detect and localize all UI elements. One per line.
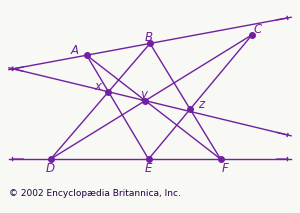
Text: C: C [253, 23, 262, 36]
Text: B: B [145, 31, 153, 44]
Text: © 2002 Encyclopædia Britannica, Inc.: © 2002 Encyclopædia Britannica, Inc. [9, 189, 181, 198]
Text: D: D [46, 162, 55, 175]
Text: x: x [94, 80, 101, 93]
Text: y: y [140, 88, 147, 101]
Text: E: E [145, 162, 152, 175]
Text: z: z [198, 98, 204, 111]
Text: A: A [71, 44, 79, 57]
Text: F: F [221, 162, 228, 175]
